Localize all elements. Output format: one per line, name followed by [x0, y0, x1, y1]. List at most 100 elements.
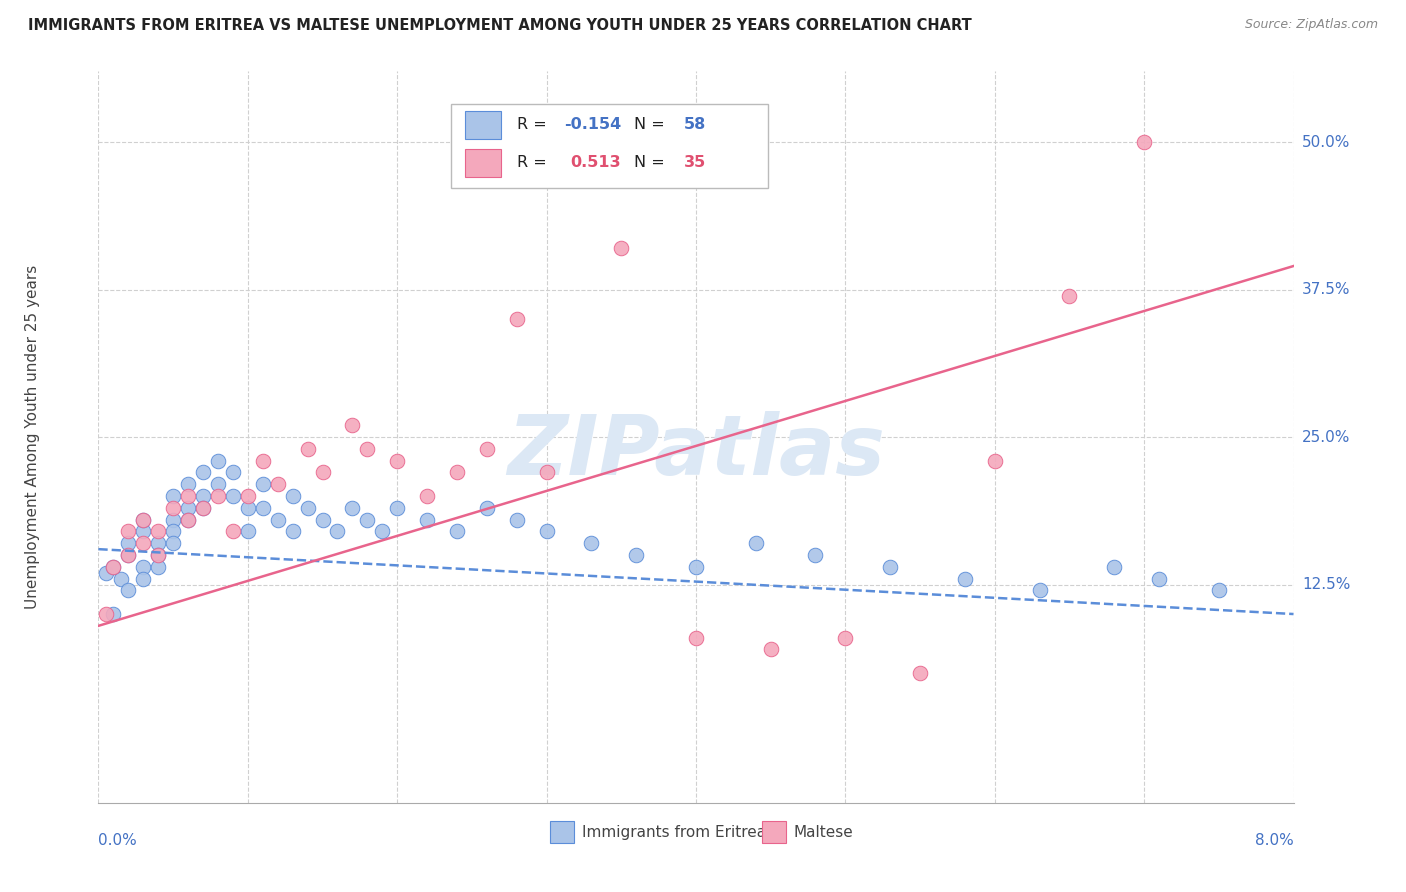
Point	[222, 466, 245, 480]
Text: R =: R =	[517, 155, 551, 170]
Point	[94, 607, 117, 621]
Point	[162, 536, 184, 550]
FancyBboxPatch shape	[451, 104, 768, 188]
Point	[626, 548, 648, 562]
Point	[103, 559, 125, 574]
Point	[162, 524, 184, 539]
Point	[475, 442, 498, 456]
Point	[252, 477, 274, 491]
Text: 58: 58	[685, 117, 706, 132]
Point	[685, 631, 707, 645]
Point	[103, 607, 125, 621]
Text: 0.0%: 0.0%	[98, 833, 138, 848]
Point	[416, 489, 439, 503]
Point	[506, 513, 529, 527]
Point	[311, 513, 333, 527]
Point	[356, 513, 378, 527]
Point	[207, 477, 229, 491]
Point	[385, 500, 409, 515]
Point	[132, 572, 155, 586]
Point	[446, 466, 468, 480]
Point	[191, 500, 214, 515]
Point	[1104, 559, 1126, 574]
Point	[446, 524, 468, 539]
Point	[1059, 288, 1081, 302]
Point	[177, 477, 200, 491]
Point	[281, 489, 304, 503]
Point	[177, 489, 200, 503]
Point	[191, 500, 214, 515]
Point	[984, 453, 1007, 467]
Point	[342, 500, 364, 515]
Point	[177, 513, 200, 527]
Text: N =: N =	[634, 117, 669, 132]
Point	[110, 572, 132, 586]
Point	[536, 524, 558, 539]
Point	[685, 559, 707, 574]
Text: 35: 35	[685, 155, 706, 170]
Point	[94, 566, 117, 580]
Point	[162, 489, 184, 503]
Point	[311, 466, 333, 480]
Point	[506, 312, 529, 326]
Point	[1147, 572, 1170, 586]
FancyBboxPatch shape	[762, 821, 786, 843]
Point	[236, 524, 259, 539]
Point	[879, 559, 901, 574]
Point	[536, 466, 558, 480]
Point	[267, 477, 290, 491]
Point	[222, 524, 245, 539]
Point	[908, 666, 931, 681]
Point	[132, 513, 155, 527]
Point	[148, 524, 170, 539]
Text: R =: R =	[517, 117, 551, 132]
Text: N =: N =	[634, 155, 669, 170]
Point	[267, 513, 290, 527]
Point	[297, 442, 319, 456]
Text: Source: ZipAtlas.com: Source: ZipAtlas.com	[1244, 18, 1378, 31]
Point	[117, 548, 139, 562]
Point	[953, 572, 976, 586]
Point	[117, 548, 139, 562]
Point	[1133, 135, 1156, 149]
Point	[132, 513, 155, 527]
Point	[281, 524, 304, 539]
Point	[117, 536, 139, 550]
Point	[610, 241, 633, 255]
FancyBboxPatch shape	[465, 111, 501, 138]
Point	[804, 548, 827, 562]
Point	[132, 536, 155, 550]
Point	[103, 559, 125, 574]
Text: 25.0%: 25.0%	[1302, 430, 1350, 444]
Text: 50.0%: 50.0%	[1302, 135, 1350, 150]
Point	[148, 536, 170, 550]
Text: Unemployment Among Youth under 25 years: Unemployment Among Youth under 25 years	[25, 265, 41, 609]
Text: 37.5%: 37.5%	[1302, 282, 1350, 297]
Point	[191, 466, 214, 480]
Text: ZIPatlas: ZIPatlas	[508, 411, 884, 492]
Text: 8.0%: 8.0%	[1254, 833, 1294, 848]
Point	[148, 559, 170, 574]
Point	[236, 489, 259, 503]
Point	[207, 453, 229, 467]
Point	[162, 513, 184, 527]
Point	[1208, 583, 1230, 598]
Point	[371, 524, 394, 539]
Point	[236, 500, 259, 515]
Point	[252, 500, 274, 515]
Point	[222, 489, 245, 503]
Point	[326, 524, 349, 539]
FancyBboxPatch shape	[465, 149, 501, 177]
Text: -0.154: -0.154	[565, 117, 621, 132]
Point	[356, 442, 378, 456]
Point	[745, 536, 768, 550]
Point	[132, 524, 155, 539]
Point	[148, 548, 170, 562]
Text: Maltese: Maltese	[794, 824, 853, 839]
Point	[148, 548, 170, 562]
Point	[834, 631, 856, 645]
Point	[759, 642, 782, 657]
Point	[385, 453, 409, 467]
Point	[342, 418, 364, 433]
Point	[297, 500, 319, 515]
